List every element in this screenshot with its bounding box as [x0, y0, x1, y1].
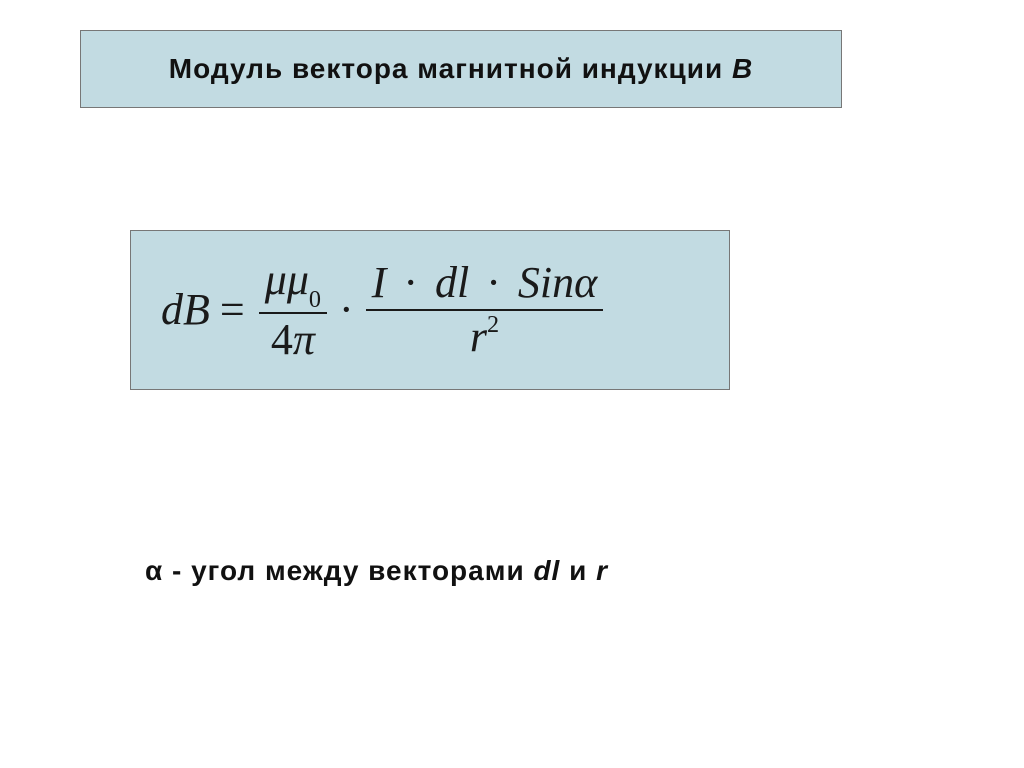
dl: dl	[435, 258, 469, 307]
four: 4	[271, 315, 293, 364]
exp-2: 2	[487, 311, 499, 338]
mu-sub-0: 0	[309, 286, 321, 313]
fraction-1: μμ0 4π	[259, 254, 327, 367]
mu-2: μ	[287, 255, 309, 304]
caption-dash: -	[163, 555, 191, 586]
center-dot-3: ·	[486, 258, 501, 307]
caption: α - угол между векторами dl и r	[145, 555, 608, 587]
center-dot-2: ·	[403, 258, 418, 307]
fraction-2-num: I · dl · Sinα	[366, 257, 604, 309]
formula-lhs: dB	[161, 284, 210, 335]
fraction-2: I · dl · Sinα r2	[366, 257, 604, 364]
caption-alpha: α	[145, 555, 163, 586]
slide: Модуль вектора магнитной индукции B dB =…	[0, 0, 1024, 768]
alpha: α	[574, 258, 597, 307]
fraction-1-num: μμ0	[259, 254, 327, 312]
equals-sign: =	[220, 284, 245, 335]
title-box: Модуль вектора магнитной индукции B	[80, 30, 842, 108]
formula: dB = μμ0 4π · I · dl · Sinα	[161, 254, 603, 367]
title-symbol: B	[732, 53, 753, 84]
caption-and: и	[560, 555, 596, 586]
pi: π	[293, 315, 315, 364]
caption-dl: dl	[533, 555, 560, 586]
title-prefix: Модуль вектора магнитной индукции	[169, 53, 732, 84]
I: I	[372, 258, 387, 307]
title-text: Модуль вектора магнитной индукции B	[169, 53, 753, 85]
caption-r: r	[596, 555, 608, 586]
mu-1: μ	[265, 255, 287, 304]
r: r	[470, 312, 487, 361]
fraction-1-den: 4π	[265, 314, 321, 366]
formula-box: dB = μμ0 4π · I · dl · Sinα	[130, 230, 730, 390]
center-dot-1: ·	[339, 284, 354, 335]
Sin: Sin	[518, 258, 574, 307]
fraction-2-den: r2	[464, 311, 505, 363]
caption-text-1: угол между векторами	[191, 555, 533, 586]
